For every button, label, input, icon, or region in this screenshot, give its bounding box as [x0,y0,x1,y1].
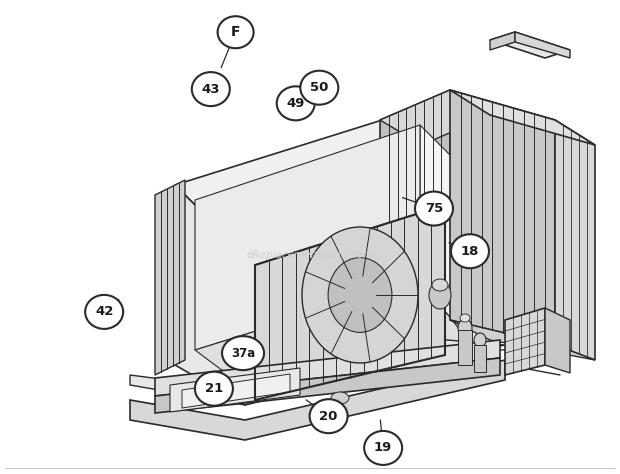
Ellipse shape [192,72,230,106]
Polygon shape [505,308,545,375]
Ellipse shape [415,191,453,226]
Polygon shape [474,345,486,372]
Ellipse shape [302,227,418,363]
Polygon shape [245,170,500,405]
Ellipse shape [300,71,339,105]
Text: eReplacementParts.com: eReplacementParts.com [246,250,374,260]
Polygon shape [195,125,420,350]
Ellipse shape [451,234,489,268]
Text: 42: 42 [95,305,113,319]
Polygon shape [175,185,245,405]
Polygon shape [420,125,480,355]
Polygon shape [450,90,595,145]
Text: 20: 20 [319,410,338,423]
Text: 49: 49 [286,97,305,110]
Polygon shape [155,340,500,396]
Polygon shape [450,320,595,360]
Ellipse shape [218,16,254,48]
Polygon shape [175,105,500,255]
Ellipse shape [309,399,348,433]
Text: 75: 75 [425,202,443,215]
Ellipse shape [364,431,402,465]
Polygon shape [490,32,515,50]
Text: 37a: 37a [231,346,255,360]
Polygon shape [450,90,555,345]
Polygon shape [130,360,505,440]
Polygon shape [255,205,445,400]
Polygon shape [515,32,570,58]
Polygon shape [555,120,595,360]
Polygon shape [545,308,570,373]
Polygon shape [155,180,185,375]
Text: 43: 43 [202,82,220,96]
Polygon shape [130,335,505,405]
Ellipse shape [277,86,315,120]
Ellipse shape [458,319,472,337]
Polygon shape [155,358,500,413]
Text: F: F [231,25,241,39]
Text: 50: 50 [310,81,329,94]
Ellipse shape [222,336,264,370]
Polygon shape [195,280,480,395]
Ellipse shape [85,295,123,329]
Text: 21: 21 [205,382,223,395]
Ellipse shape [432,279,448,291]
Ellipse shape [460,314,470,322]
Polygon shape [182,374,290,408]
Ellipse shape [331,392,349,404]
Polygon shape [458,330,472,365]
Ellipse shape [429,281,451,309]
Ellipse shape [474,333,486,347]
Polygon shape [380,90,450,355]
Polygon shape [170,368,300,412]
Polygon shape [490,32,570,58]
Text: 19: 19 [374,441,392,455]
Polygon shape [380,90,490,145]
Text: 18: 18 [461,245,479,258]
Ellipse shape [195,372,233,406]
Ellipse shape [328,257,392,332]
